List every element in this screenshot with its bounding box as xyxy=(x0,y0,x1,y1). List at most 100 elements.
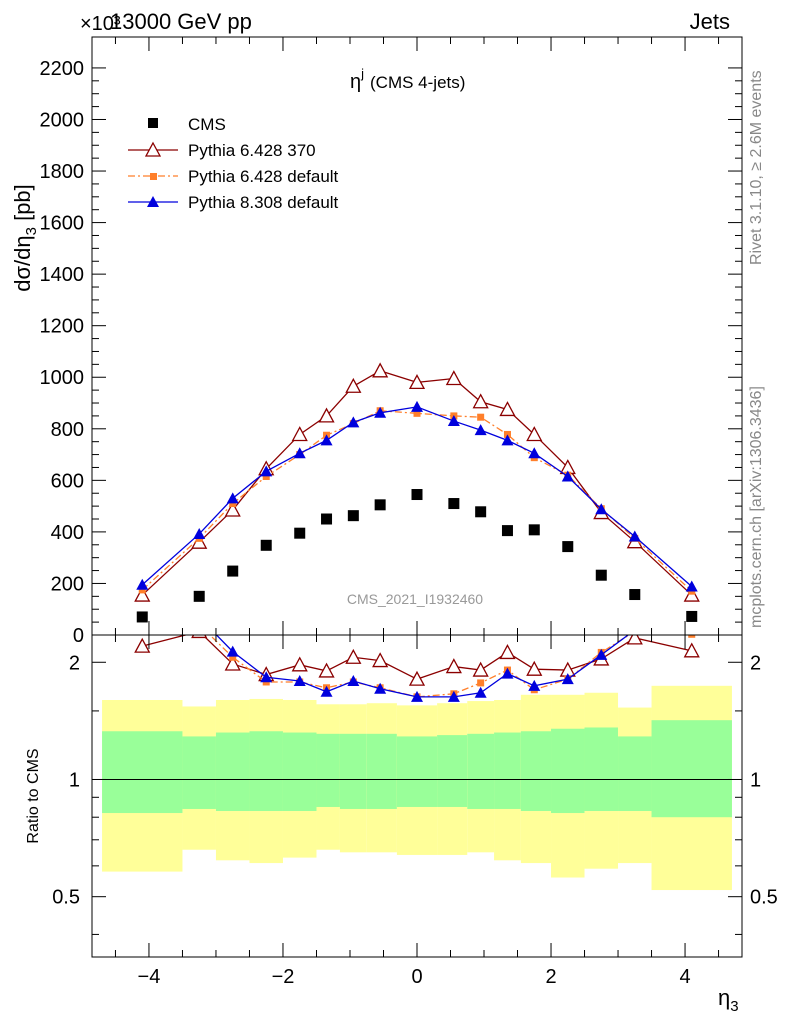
ratio-series-0-point xyxy=(445,658,462,674)
ratio-series-2-point xyxy=(561,673,574,685)
top-series-3-point xyxy=(374,406,387,418)
legend-label-pythia6-default: Pythia 6.428 default xyxy=(188,167,339,186)
ratio-series-1-point xyxy=(477,679,485,687)
ratio-series-0-point xyxy=(291,656,308,672)
green-band xyxy=(551,728,585,814)
ratio-series-2-point xyxy=(320,685,333,697)
ratio-y-axis-label: Ratio to CMS xyxy=(25,748,42,843)
legend-marker-cms xyxy=(148,118,158,128)
top-series-1-point xyxy=(526,426,543,442)
top-series-1-point xyxy=(224,501,241,517)
green-band xyxy=(366,733,397,809)
top-series-3-point xyxy=(628,530,641,542)
top-series-1-point xyxy=(291,426,308,442)
x-tick-label: 4 xyxy=(679,966,690,988)
top-series-0-point xyxy=(595,569,607,581)
top-series-3-point xyxy=(474,424,487,436)
ratio-series-2-point xyxy=(411,690,423,702)
ratio-series-0-point xyxy=(408,670,426,686)
top-series-0-point xyxy=(136,611,148,623)
top-series-2-point xyxy=(413,409,421,417)
ratio-series-0-point xyxy=(683,642,700,658)
green-band xyxy=(215,732,250,811)
legend-label-pythia6-370: Pythia 6.428 370 xyxy=(188,141,316,160)
top-series-0-point xyxy=(475,506,487,518)
ratio-series-0-point xyxy=(472,661,489,677)
top-series-3-point xyxy=(595,503,608,515)
y-tick-label: 2000 xyxy=(40,109,85,131)
ratio-series-2-point xyxy=(595,648,608,660)
x-tick-label: 0 xyxy=(411,966,422,988)
top-series-3-point xyxy=(320,434,333,446)
ratio-y-tick-label-right: 0.5 xyxy=(750,887,778,909)
top-series-0-point xyxy=(501,525,513,537)
green-band xyxy=(618,736,652,811)
ratio-series-0-point xyxy=(626,635,643,645)
y-tick-label: 1400 xyxy=(40,264,85,286)
legend: CMS Pythia 6.428 370 Pythia 6.428 defaul… xyxy=(128,115,339,212)
legend-item-pythia6-default: Pythia 6.428 default xyxy=(128,167,339,186)
top-series-1-point xyxy=(472,393,489,409)
green-band xyxy=(182,736,216,809)
ratio-series-1-point xyxy=(631,628,638,635)
top-series-2-point xyxy=(229,500,237,508)
top-series-0-point xyxy=(260,539,272,551)
ratio-y-tick-label: 2 xyxy=(69,652,80,674)
green-band xyxy=(396,736,438,807)
ratio-series-2-point xyxy=(293,675,306,687)
header-left-label: 13000 GeV pp xyxy=(110,9,252,34)
ratio-series-0-point xyxy=(526,660,543,676)
plot-title: ηj (CMS 4-jets) xyxy=(350,66,465,93)
top-series-3-point xyxy=(501,434,514,446)
green-band xyxy=(316,733,340,807)
top-series-1-point xyxy=(345,377,362,393)
x-tick-label: −2 xyxy=(272,966,295,988)
ratio-series-2-point xyxy=(628,635,641,636)
ratio-series-1-point xyxy=(139,624,146,631)
rivet-version-label: Rivet 3.1.10, ≥ 2.6M events xyxy=(748,70,765,265)
top-series-0-point xyxy=(411,489,423,501)
top-series-3-point xyxy=(136,578,149,590)
top-series-0-point xyxy=(448,498,460,510)
legend-item-cms: CMS xyxy=(148,115,226,134)
top-series-0-point xyxy=(193,590,205,602)
main-panel: ×10³ dσ/dη3 [pb] ηj (CMS 4-jets) CMS_2021… xyxy=(10,13,743,647)
ratio-panel: 0.5 0.5 1 1 2 2 −4 −2 0 2 4 Ratio to CMS η3 xyxy=(25,621,778,1015)
top-series-0-point xyxy=(528,524,540,536)
top-series-0-point xyxy=(347,510,359,522)
ratio-series-2-point xyxy=(374,682,387,694)
green-band xyxy=(651,720,732,818)
y-tick-label: 1600 xyxy=(40,213,85,235)
ratio-series-2-point xyxy=(501,667,514,679)
top-series-2-line xyxy=(141,410,693,592)
y-tick-label: 1000 xyxy=(40,367,85,389)
top-series-0-point xyxy=(294,527,306,539)
y-tick-label: 2200 xyxy=(40,58,85,80)
ratio-series-2-point xyxy=(226,645,239,657)
top-series-1-point xyxy=(372,362,389,378)
top-series-2-point xyxy=(138,586,146,594)
ratio-series-2-point xyxy=(260,671,273,683)
ratio-y-axis: 0.5 0.5 1 1 2 2 xyxy=(52,652,778,935)
analysis-watermark: CMS_2021_I1932460 xyxy=(347,591,483,607)
ratio-series-0-point xyxy=(134,637,151,653)
ratio-series-1-point xyxy=(196,621,203,628)
top-series-1-point xyxy=(445,370,462,386)
ratio-y-tick-label: 1 xyxy=(69,769,80,791)
ratio-series-1-point xyxy=(688,635,696,638)
x-tick-label: 2 xyxy=(545,966,556,988)
y-tick-label: 1800 xyxy=(40,161,85,183)
x-tick-label: −4 xyxy=(138,966,161,988)
top-series-2-point xyxy=(477,413,485,421)
top-series-3-point xyxy=(193,527,206,539)
y-multiplier-label: ×10³ xyxy=(80,13,121,35)
top-series-0-point xyxy=(227,565,239,577)
top-x-axis-ticks xyxy=(114,37,720,635)
top-series-1-point xyxy=(499,401,516,417)
green-band xyxy=(584,727,619,811)
green-band xyxy=(520,731,552,811)
ratio-series-1-line xyxy=(208,635,631,698)
green-band xyxy=(339,733,367,809)
top-series-3-point xyxy=(260,465,273,477)
